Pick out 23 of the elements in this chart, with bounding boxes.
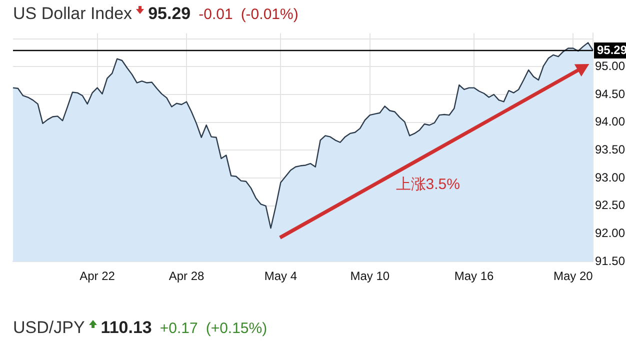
y-tick-label: 94.00	[595, 114, 626, 129]
annotation: 上涨3.5%	[396, 174, 460, 194]
y-tick-label: 95.00	[595, 58, 626, 73]
text: 110.13	[100, 318, 152, 337]
y-tick-label: 93.00	[595, 170, 626, 184]
text: +0.17	[160, 320, 198, 337]
text: USD/JPY	[13, 318, 85, 337]
text: 95.29	[148, 4, 191, 23]
x-tick-label: May 20	[553, 269, 594, 284]
x-tick-label: Apr 28	[168, 269, 205, 284]
text: (+0.15%)	[206, 320, 268, 337]
x-tick-label: May 16	[454, 269, 494, 284]
x-tick-label: May 10	[350, 269, 390, 284]
text: (-0.01%)	[240, 6, 298, 23]
x-tick-label: May 4	[264, 269, 298, 284]
x-tick-label: Apr 22	[80, 269, 116, 284]
y-tick-label: 91.50	[595, 254, 626, 268]
y-tick-label: 92.50	[595, 198, 626, 212]
text: -0.01	[198, 6, 233, 23]
y-tick-label: 92.00	[595, 226, 626, 240]
y-tick-label: 94.50	[595, 86, 626, 101]
y-tick-label: 93.50	[595, 142, 626, 156]
chart-title: US Dollar Index	[13, 4, 132, 23]
